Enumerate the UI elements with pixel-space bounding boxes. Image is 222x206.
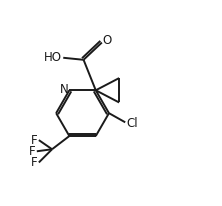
- Text: F: F: [31, 156, 38, 169]
- Text: HO: HO: [44, 51, 62, 64]
- Text: F: F: [31, 134, 38, 147]
- Text: N: N: [60, 83, 69, 96]
- Text: Cl: Cl: [126, 117, 138, 130]
- Text: F: F: [29, 145, 36, 158]
- Text: O: O: [103, 34, 112, 47]
